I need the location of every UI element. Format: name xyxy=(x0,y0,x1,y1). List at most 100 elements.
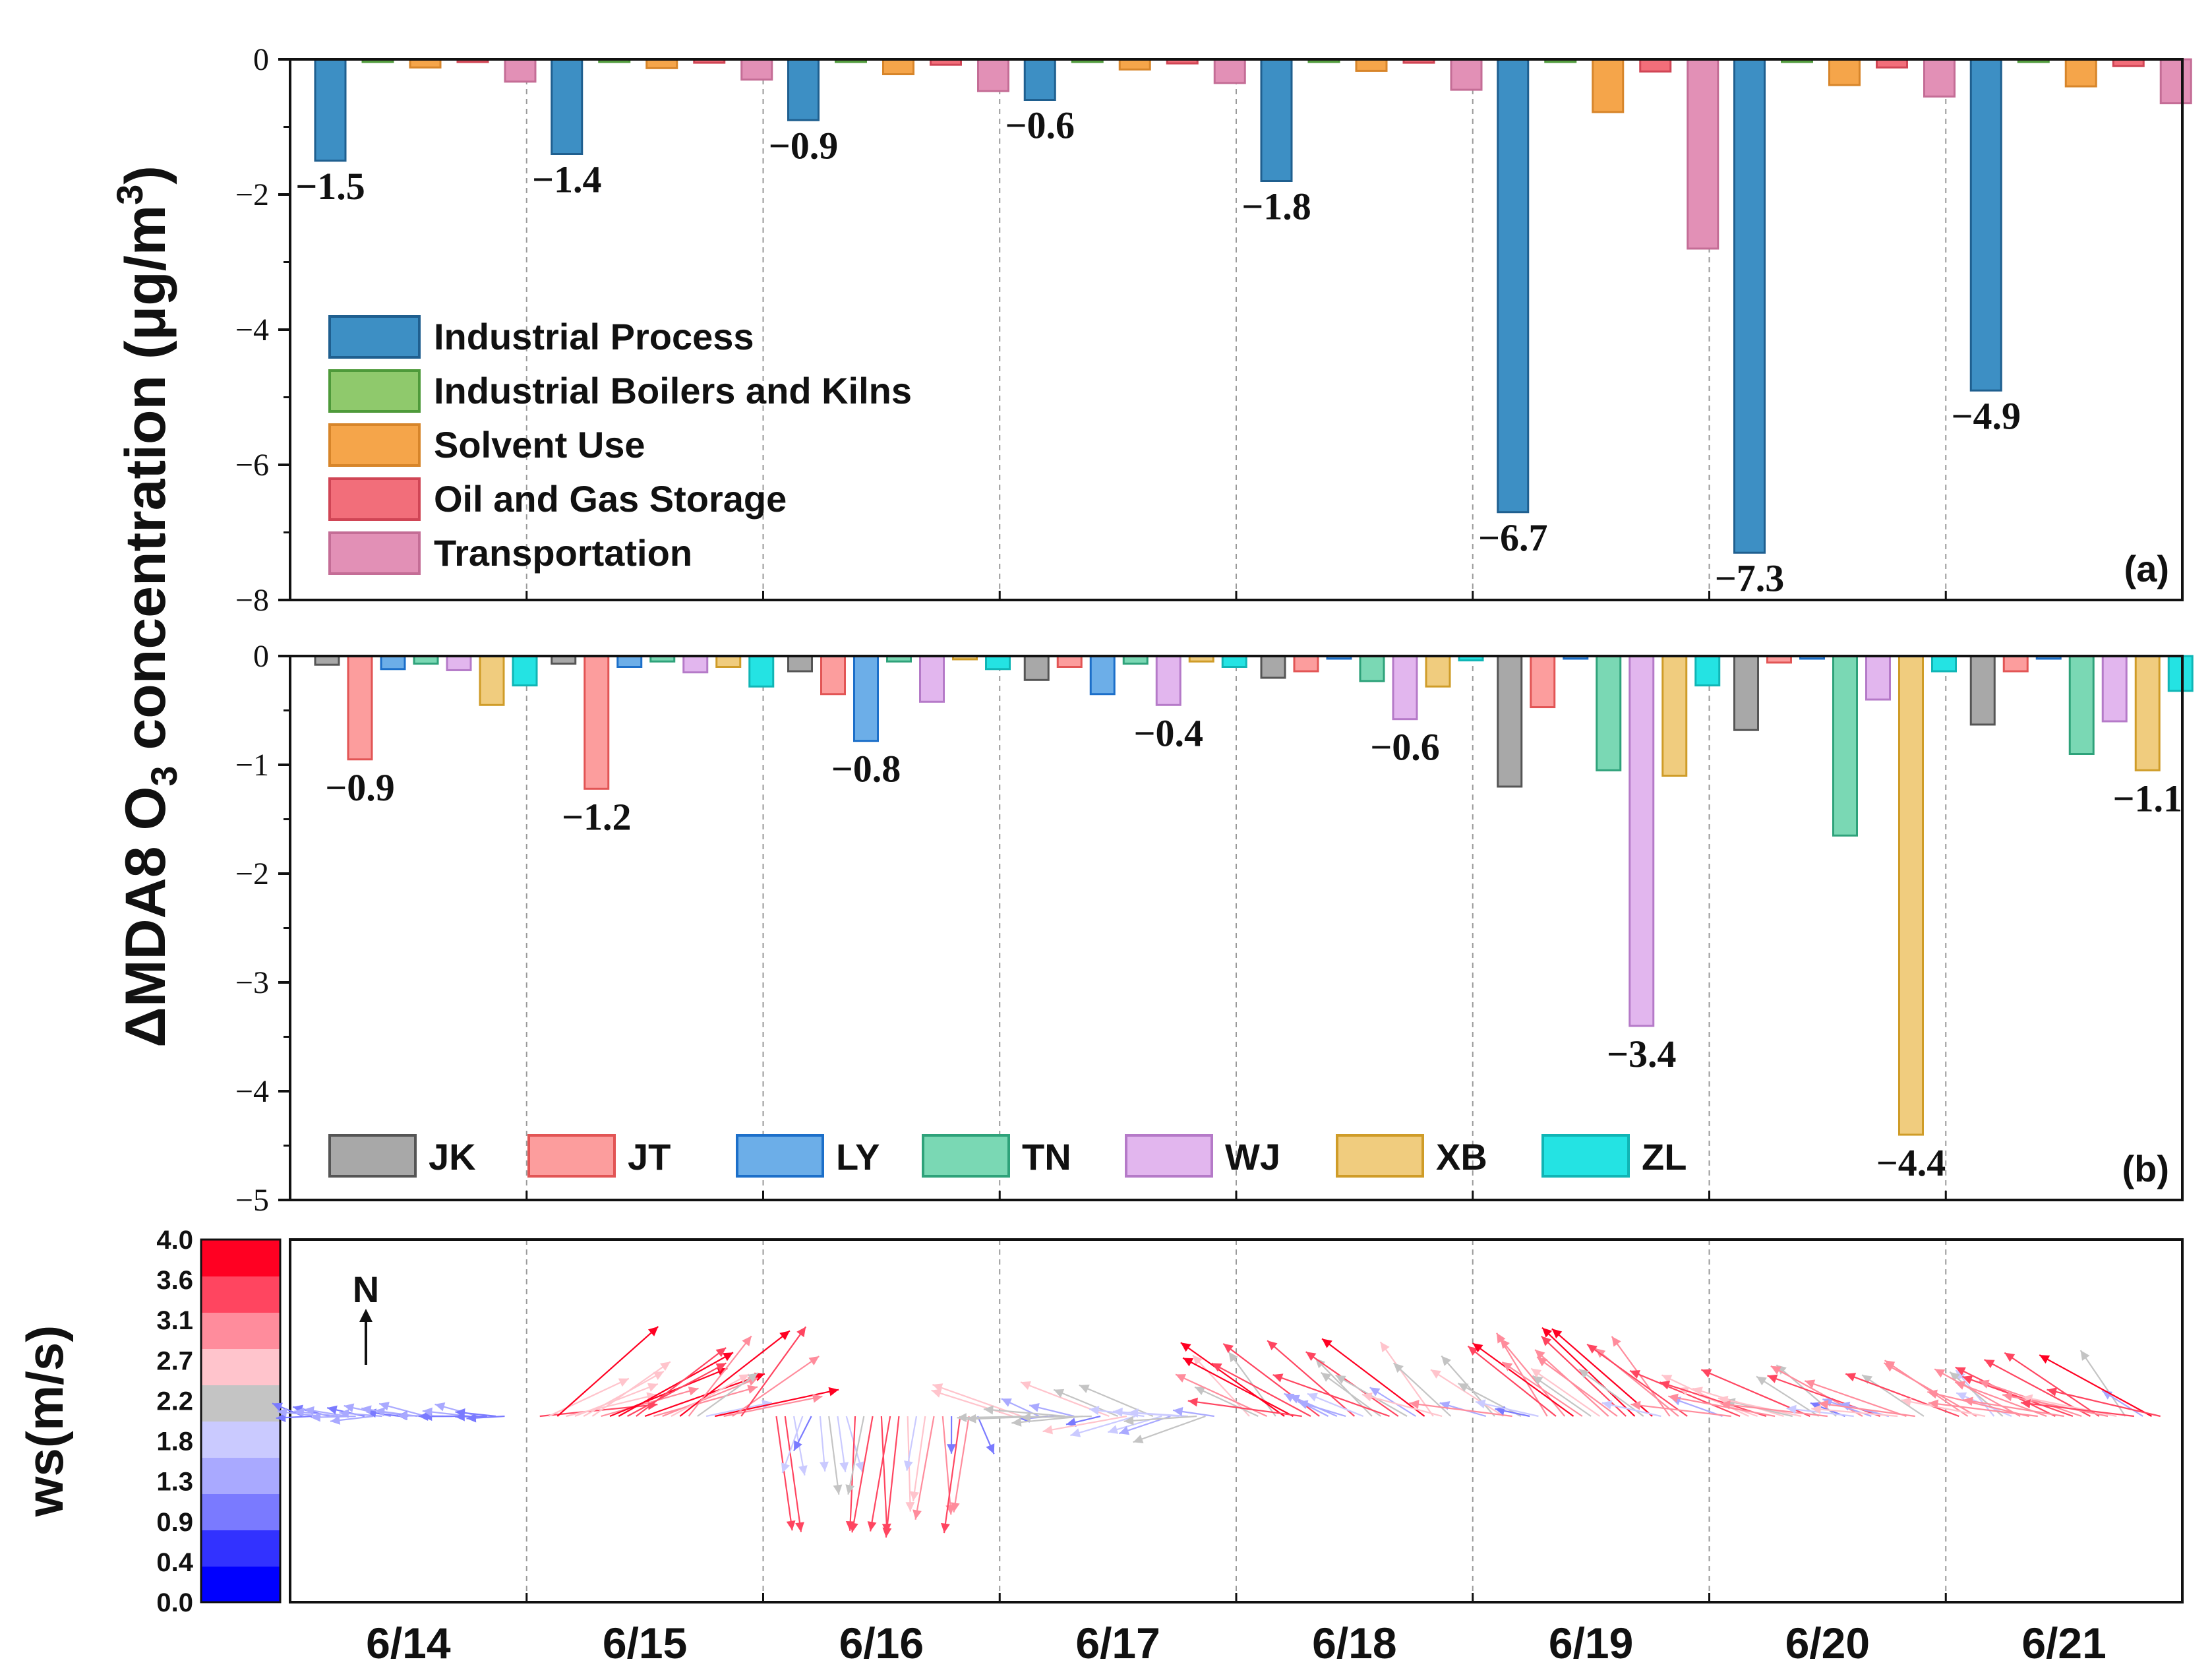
wind-vector xyxy=(1961,1375,2074,1418)
bar-a-transportation xyxy=(1450,58,1483,91)
y-tick-label: −2 xyxy=(235,177,269,212)
wind-vector-head xyxy=(1756,1376,1767,1386)
bar-b-ly xyxy=(380,655,406,671)
bar-b-wj xyxy=(1155,655,1181,706)
wind-vector-head xyxy=(966,1414,976,1423)
y-axis-title-sup3: 3 xyxy=(109,185,150,205)
wind-vector xyxy=(1430,1369,1504,1417)
legend-swatch xyxy=(328,315,421,359)
wind-vector xyxy=(566,1393,657,1418)
wind-vector xyxy=(1901,1399,1986,1418)
wind-vector-head xyxy=(2039,1355,2050,1364)
wind-vector-head xyxy=(1611,1336,1621,1347)
wind-vector-head xyxy=(1180,1342,1191,1352)
wind-vector xyxy=(1818,1402,1915,1418)
bar-b-ly xyxy=(616,655,643,668)
wind-vector-head xyxy=(957,1413,967,1422)
wind-vector xyxy=(1079,1384,1154,1418)
wind-vector xyxy=(1578,1368,1644,1417)
wind-vector-head xyxy=(294,1408,305,1417)
wind-vector xyxy=(1123,1415,1197,1422)
bar-a-industrial-process xyxy=(1260,58,1293,182)
wind-vector xyxy=(1307,1393,1364,1418)
wind-vector-head xyxy=(455,1408,465,1418)
bar-label: −1.1 xyxy=(2112,777,2182,820)
bar-a-oil-and-gas-storage xyxy=(1639,58,1672,73)
legend-label: WJ xyxy=(1225,1136,1280,1178)
wind-vector-head xyxy=(983,1405,994,1415)
wind-vector-head xyxy=(1701,1369,1712,1378)
bar-b-xb xyxy=(479,655,505,706)
bar-a-solvent-use xyxy=(1118,58,1151,71)
bar-a-transportation xyxy=(1923,58,1956,98)
wind-vector-head xyxy=(794,1440,802,1451)
wind-vector-head xyxy=(1393,1363,1404,1373)
bar-b-xb xyxy=(1898,655,1924,1136)
wind-vector-head xyxy=(1845,1373,1857,1382)
wind-vector-head xyxy=(833,1484,843,1495)
x-tick-label: 6/20 xyxy=(1785,1619,1870,1667)
wind-vector-head xyxy=(1786,1404,1797,1414)
wind-vector-head xyxy=(779,1331,790,1340)
bar-label: −6.7 xyxy=(1478,516,1548,559)
wind-vector xyxy=(1501,1361,1583,1417)
wind-vector-head xyxy=(647,1400,658,1410)
wind-vector-head xyxy=(344,1403,355,1413)
bar-b-ly xyxy=(853,655,879,742)
wind-vector-head xyxy=(839,1462,849,1472)
legend-label: JT xyxy=(628,1136,671,1178)
bar-a-solvent-use xyxy=(882,58,914,76)
bar-label: −1.4 xyxy=(532,158,602,201)
wind-vector-head xyxy=(1430,1369,1441,1379)
wind-vector-head xyxy=(947,1444,956,1454)
wind-vector-head xyxy=(1661,1375,1673,1383)
panel-tag-a: (a) xyxy=(2124,548,2169,589)
bar-label: −1.8 xyxy=(1241,185,1311,228)
wind-vector-head xyxy=(1021,1381,1031,1390)
colorbar-tick-label: 0.0 xyxy=(156,1588,193,1617)
wind-vector-head xyxy=(1901,1397,1912,1406)
wind-vector xyxy=(1070,1415,1136,1437)
wind-vector-head xyxy=(1578,1369,1590,1379)
wind-vector xyxy=(1467,1345,1557,1417)
bar-b-xb xyxy=(1425,655,1451,688)
wind-vector-head xyxy=(808,1356,820,1365)
y-tick-label: −1 xyxy=(235,748,269,783)
wind-vector xyxy=(671,1373,750,1417)
bar-a-transportation xyxy=(504,58,537,83)
wind-vector-head xyxy=(904,1460,913,1471)
wind-vector xyxy=(1182,1357,1294,1417)
wind-vector-head xyxy=(1289,1394,1300,1404)
wind-vector xyxy=(1409,1402,1512,1418)
wind-vector xyxy=(1361,1393,1443,1418)
bar-b-wj xyxy=(2101,655,2128,723)
wind-vector-head xyxy=(466,1413,477,1423)
wind-vector xyxy=(1128,1412,1188,1418)
wind-vector-head xyxy=(1927,1389,1938,1399)
wind-vector xyxy=(705,1401,772,1418)
bar-label: −3.4 xyxy=(1607,1033,1677,1075)
y-tick-label: −4 xyxy=(235,1074,269,1109)
wind-vector xyxy=(1601,1402,1661,1418)
wind-vector-head xyxy=(1183,1358,1194,1367)
bar-b-xb xyxy=(2134,655,2161,771)
wind-vector-head xyxy=(1441,1356,1452,1366)
wind-vector-head xyxy=(1956,1369,1965,1381)
wind-vector-head xyxy=(1601,1400,1613,1410)
wind-vector-head xyxy=(912,1509,922,1520)
y-tick-label: −5 xyxy=(235,1183,269,1218)
wind-vector xyxy=(828,1416,840,1495)
wind-vector xyxy=(2004,1352,2100,1417)
bar-b-zl xyxy=(2167,655,2194,692)
y-tick-label: −3 xyxy=(235,965,269,1000)
bar-label: −0.6 xyxy=(1005,104,1075,147)
panel-tag-b: (b) xyxy=(2122,1148,2169,1189)
wind-vector-head xyxy=(1472,1343,1483,1353)
legend-swatch xyxy=(1541,1134,1630,1178)
x-tick-label: 6/18 xyxy=(1312,1619,1396,1667)
bar-b-zl xyxy=(985,655,1011,671)
north-label: N xyxy=(353,1269,379,1310)
wind-vector xyxy=(1475,1401,1539,1418)
x-tick-label: 6/17 xyxy=(1075,1619,1160,1667)
